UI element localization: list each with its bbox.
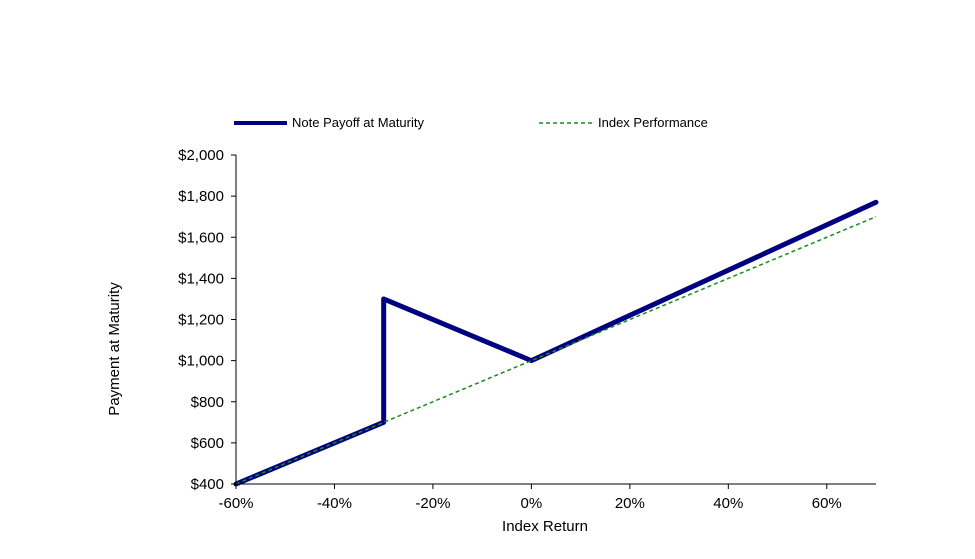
y-tick-label: $600: [191, 435, 224, 452]
plot-area: [233, 199, 879, 487]
y-tick-label: $1,200: [178, 312, 224, 329]
series-line-note-payoff: [233, 199, 879, 487]
y-tick-label: $2,000: [178, 147, 224, 164]
y-tick-label: $800: [191, 394, 224, 411]
y-tick-label: $1,400: [178, 270, 224, 287]
legend-label-note-payoff: Note Payoff at Maturity: [292, 115, 424, 130]
y-tick-label: $1,800: [178, 188, 224, 205]
x-tick-label: 0%: [521, 495, 543, 512]
y-tick-label: $1,600: [178, 229, 224, 246]
legend-label-index-performance: Index Performance: [598, 115, 708, 130]
x-tick-label: -40%: [317, 495, 352, 512]
series-line-index-performance: [235, 215, 877, 485]
y-tick-label: $400: [191, 476, 224, 493]
legend: Note Payoff at Maturity Index Performanc…: [234, 115, 708, 130]
y-tick-label: $1,000: [178, 353, 224, 370]
x-tick-label: -20%: [415, 495, 450, 512]
x-tick-label: 40%: [713, 495, 743, 512]
x-axis-title: Index Return: [502, 518, 588, 535]
y-axis-title: Payment at Maturity: [106, 282, 123, 416]
x-tick-label: -60%: [218, 495, 253, 512]
axes: $400 $600 $800 $1,000 $1,200 $1,400 $1,600 $1,8…: [178, 147, 876, 512]
x-tick-label: 60%: [812, 495, 842, 512]
x-tick-label: 20%: [615, 495, 645, 512]
